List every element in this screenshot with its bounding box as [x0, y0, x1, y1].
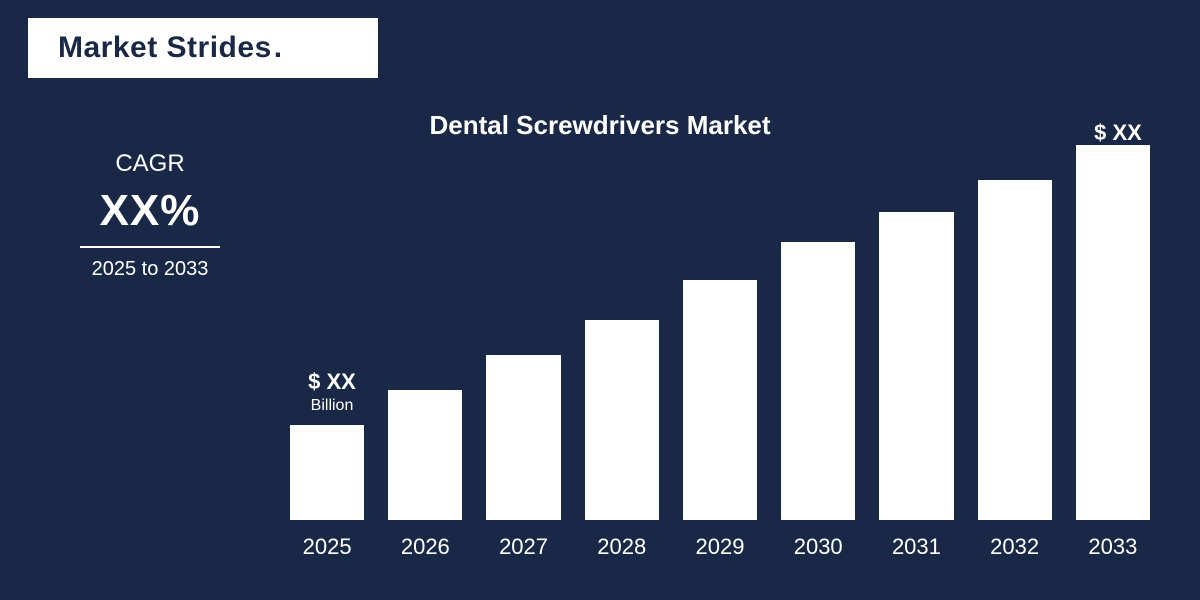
bar-2031 [879, 212, 953, 520]
bar-2030 [781, 242, 855, 520]
bar-wrap [290, 425, 364, 520]
x-label: 2030 [781, 534, 855, 560]
x-axis-labels: 2025 2026 2027 2028 2029 2030 2031 2032 … [280, 534, 1160, 560]
cagr-value: XX% [60, 186, 240, 236]
chart-area: $ XX Billion $ XX Billion 2025 2026 2027… [280, 130, 1160, 560]
bar-2026 [388, 390, 462, 520]
bar-2033 [1076, 145, 1150, 520]
x-label: 2029 [683, 534, 757, 560]
cagr-label: CAGR [60, 150, 240, 178]
bar-wrap [486, 355, 560, 520]
x-label: 2025 [290, 534, 364, 560]
cagr-divider [80, 246, 220, 248]
bar-wrap [388, 390, 462, 520]
logo-box: Market Strides . [28, 18, 378, 78]
bar-2032 [978, 180, 1052, 520]
bar-wrap [978, 180, 1052, 520]
bar-2025 [290, 425, 364, 520]
x-label: 2031 [879, 534, 953, 560]
cagr-block: CAGR XX% 2025 to 2033 [60, 150, 240, 281]
bar-wrap [683, 280, 757, 520]
bar-wrap [585, 320, 659, 520]
x-label: 2027 [486, 534, 560, 560]
x-label: 2032 [978, 534, 1052, 560]
x-label: 2028 [585, 534, 659, 560]
bars-container [280, 130, 1160, 520]
cagr-range: 2025 to 2033 [60, 258, 240, 281]
logo-text: Market Strides [58, 31, 272, 65]
bar-wrap [1076, 145, 1150, 520]
x-label: 2026 [388, 534, 462, 560]
bar-2029 [683, 280, 757, 520]
logo-dot: . [274, 31, 282, 65]
bar-2028 [585, 320, 659, 520]
bar-wrap [879, 212, 953, 520]
bar-wrap [781, 242, 855, 520]
x-label: 2033 [1076, 534, 1150, 560]
bar-2027 [486, 355, 560, 520]
